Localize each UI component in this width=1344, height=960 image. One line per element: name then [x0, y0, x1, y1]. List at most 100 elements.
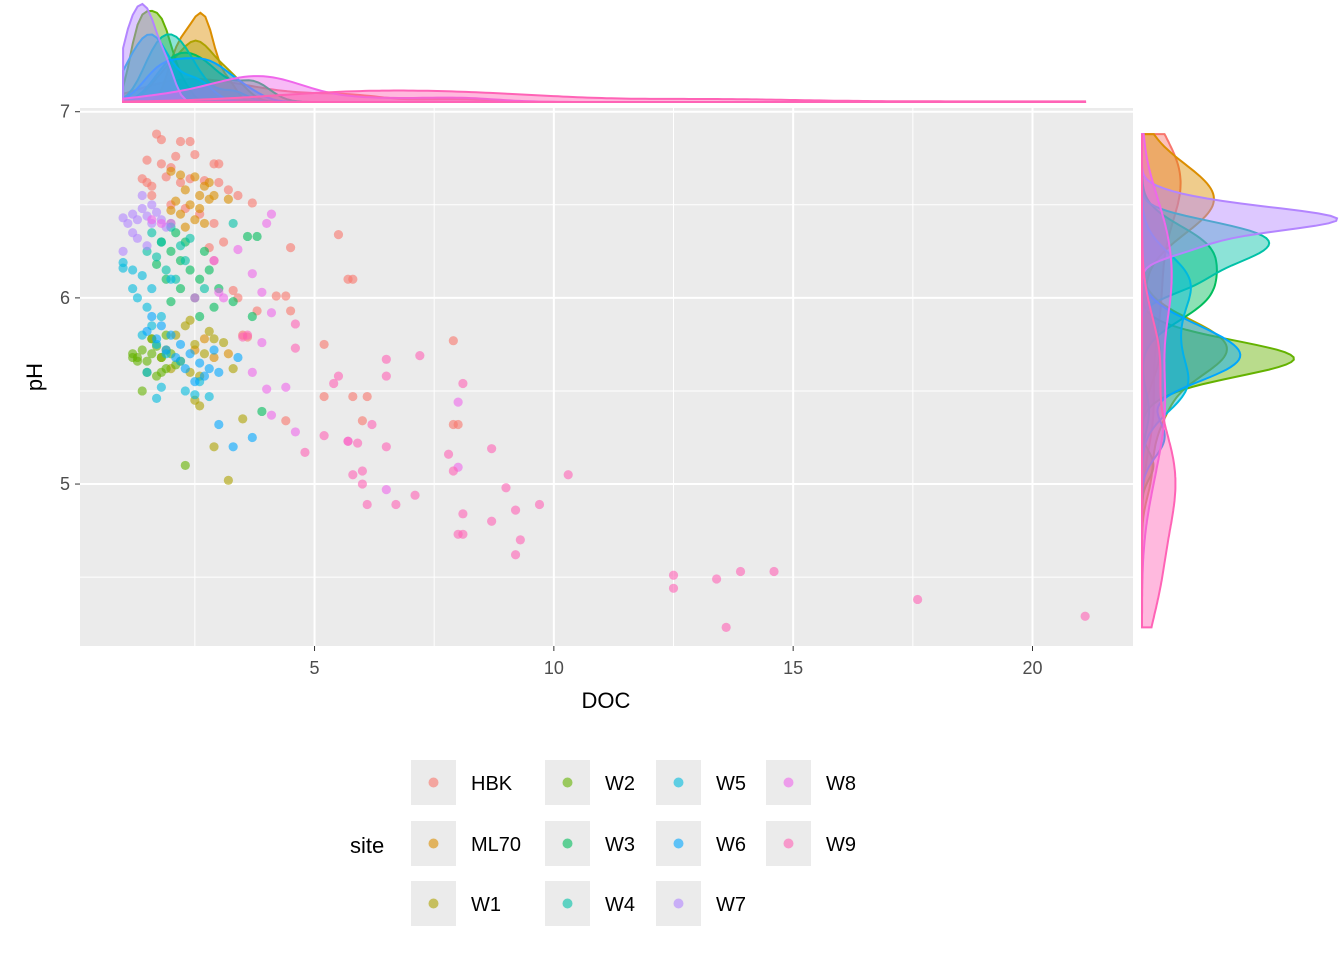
data-point-w9 — [458, 529, 468, 539]
data-point-ml70 — [199, 218, 210, 229]
data-point-w9 — [448, 466, 458, 476]
data-point-w3 — [209, 302, 219, 312]
data-point-hbk — [175, 136, 186, 147]
data-point-w6 — [204, 364, 214, 374]
legend-label-w6: W6 — [716, 834, 746, 856]
legend-swatch-hbk — [428, 777, 439, 788]
data-point-w3 — [257, 406, 267, 417]
legend-title: site — [350, 833, 384, 858]
data-point-hbk — [233, 190, 243, 201]
data-point-w9 — [357, 479, 367, 489]
density-right-w8 — [1141, 133, 1173, 628]
data-point-hbk — [348, 391, 358, 402]
data-point-w7 — [137, 203, 147, 214]
data-point-w5 — [142, 302, 152, 312]
data-point-hbk — [142, 155, 152, 165]
data-point-hbk — [319, 391, 329, 402]
data-point-w9 — [333, 371, 344, 381]
data-point-w3 — [204, 265, 214, 275]
data-point-ml70 — [180, 185, 190, 195]
data-point-w1 — [190, 339, 200, 350]
data-point-w9 — [510, 550, 521, 560]
x-tick-label: 10 — [544, 658, 564, 678]
legend-label-w8: W8 — [826, 773, 856, 795]
data-point-w4 — [161, 265, 171, 275]
data-point-ml70 — [190, 215, 200, 225]
data-point-hbk — [228, 285, 238, 296]
data-point-w3 — [252, 231, 262, 242]
legend-swatch-w8 — [783, 777, 794, 788]
data-point-w9 — [300, 447, 310, 457]
legend-swatch-w5 — [673, 777, 684, 788]
data-point-hbk — [281, 291, 291, 301]
data-point-w7 — [151, 207, 162, 217]
data-point-w4 — [199, 283, 210, 294]
data-point-w5 — [128, 283, 138, 294]
data-point-w7 — [123, 218, 133, 229]
data-point-w8 — [247, 269, 257, 279]
data-point-ml70 — [171, 196, 181, 206]
y-tick-label: 5 — [60, 474, 70, 494]
data-point-w3 — [185, 265, 195, 275]
data-point-w9 — [501, 483, 511, 493]
data-point-w9 — [563, 470, 573, 480]
data-point-ml70 — [223, 349, 233, 359]
data-point-w1 — [209, 442, 219, 452]
data-point-w8 — [257, 337, 267, 348]
data-point-hbk — [171, 151, 181, 162]
data-point-hbk — [286, 306, 296, 316]
data-point-w9 — [290, 343, 300, 353]
data-point-w9 — [458, 509, 468, 519]
plot-panel — [80, 108, 1133, 646]
data-point-hbk — [271, 291, 281, 301]
data-point-w6 — [199, 371, 210, 381]
data-point-w3 — [247, 311, 257, 322]
legend-label-w7: W7 — [716, 894, 746, 916]
data-point-w9 — [735, 566, 746, 577]
data-point-w3 — [199, 246, 210, 256]
data-point-w9 — [668, 570, 679, 580]
legend-swatch-w7 — [673, 898, 684, 909]
legend-swatch-w6 — [673, 838, 684, 849]
data-point-w3 — [151, 259, 162, 269]
data-point-w4 — [185, 233, 195, 243]
data-point-hbk — [190, 149, 200, 160]
data-point-ml70 — [185, 200, 195, 210]
data-point-w7 — [142, 241, 152, 251]
data-point-w8 — [218, 293, 229, 303]
data-point-w2 — [180, 460, 190, 471]
data-point-w7 — [118, 246, 128, 256]
data-point-w8 — [262, 384, 272, 394]
data-point-w9 — [410, 490, 420, 500]
data-point-w3 — [195, 311, 205, 322]
data-point-w6 — [142, 326, 152, 336]
data-point-w9 — [381, 442, 391, 452]
data-point-hbk — [223, 185, 233, 195]
data-point-w9 — [721, 622, 731, 632]
x-tick-label: 20 — [1022, 658, 1042, 678]
legend-label-w4: W4 — [605, 894, 635, 916]
data-point-w5 — [204, 391, 214, 402]
data-point-w9 — [443, 449, 454, 459]
legend-swatch-w4 — [562, 898, 573, 909]
data-point-w3 — [242, 231, 253, 242]
data-point-w9 — [353, 438, 363, 448]
data-point-w4 — [156, 237, 166, 247]
data-point-hbk — [147, 190, 157, 201]
data-point-w7 — [166, 218, 176, 229]
data-point-w6 — [161, 345, 171, 355]
data-point-w9 — [913, 594, 923, 605]
data-point-ml70 — [195, 190, 205, 201]
data-point-hbk — [218, 237, 229, 247]
data-point-w9 — [343, 436, 353, 446]
y-axis-label: pH — [22, 363, 47, 391]
data-point-ml70 — [166, 205, 176, 215]
legend-swatch-w9 — [783, 838, 794, 849]
data-point-w8 — [247, 367, 257, 377]
data-point-w1 — [185, 315, 195, 325]
data-point-w6 — [147, 311, 157, 322]
data-point-hbk — [362, 391, 372, 402]
data-point-hbk — [281, 416, 291, 426]
data-point-w5 — [190, 390, 200, 400]
